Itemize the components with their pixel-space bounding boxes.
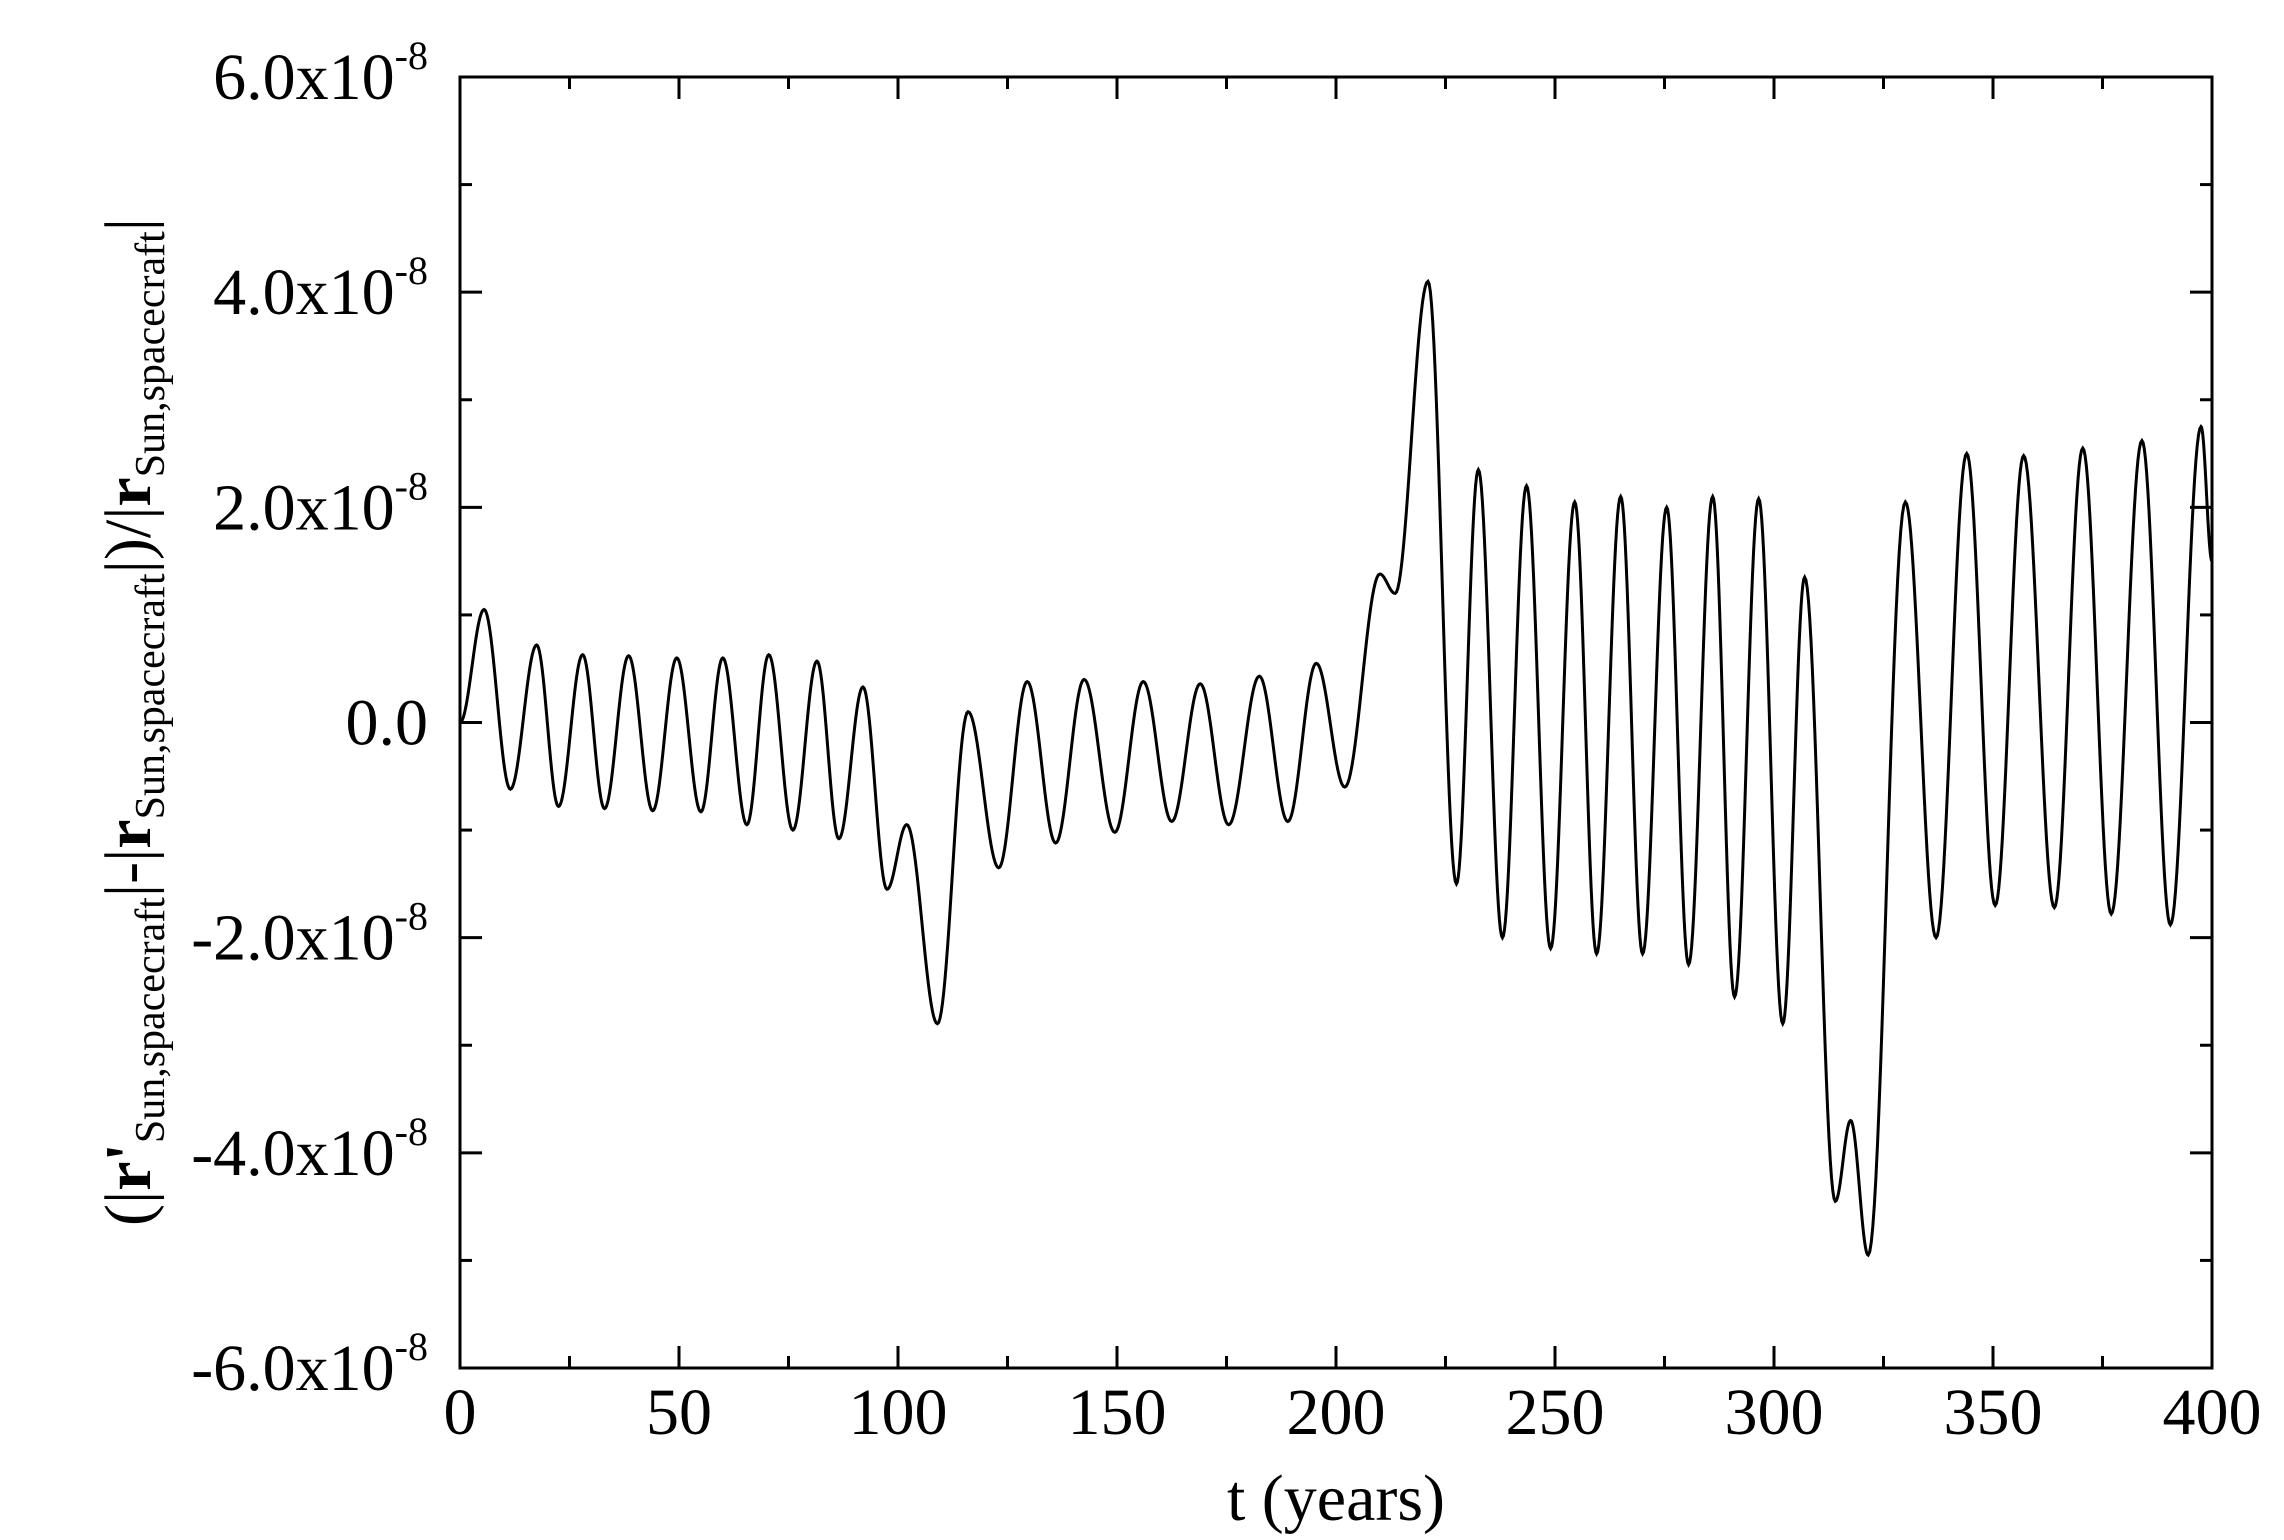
y-title-r-prime: r'	[92, 1143, 165, 1191]
x-tick-label: 300	[1725, 1376, 1824, 1449]
x-tick-label: 350	[1944, 1376, 2043, 1449]
y-title-r: r	[92, 819, 165, 848]
y-title-open: (|	[92, 1191, 165, 1226]
y-title-end: |	[92, 218, 165, 231]
y-axis-tick-labels: 6.0x10-8 4.0x10-8 2.0x10-8 0.0 -2.0x10-8 -4.0…	[191, 33, 428, 1405]
y-tick-label: -6.0x10-8	[191, 1324, 428, 1405]
y-tick-label: -4.0x10-8	[191, 1109, 428, 1190]
x-tick-label: 250	[1506, 1376, 1605, 1449]
x-tick-label: 200	[1287, 1376, 1386, 1449]
series-line	[459, 278, 2214, 1258]
y-tick-label: 0.0	[346, 687, 429, 760]
y-tick-label: 6.0x10-8	[213, 33, 428, 114]
y-tick-label: -2.0x10-8	[191, 894, 428, 975]
x-axis-ticks	[458, 77, 2214, 1368]
x-tick-label: 400	[2163, 1376, 2262, 1449]
x-tick-label: 50	[646, 1376, 712, 1449]
y-tick-label: 4.0x10-8	[213, 248, 428, 329]
y-tick-label: 2.0x10-8	[213, 463, 428, 544]
y-title-r2: r	[92, 477, 165, 506]
y-axis-title: (|r'Sun,spacecraft|-|rSun,spacecraft|)/|…	[92, 218, 174, 1226]
x-tick-label: 150	[1068, 1376, 1167, 1449]
x-tick-label: 100	[849, 1376, 948, 1449]
y-title-close: |)/|	[92, 507, 165, 574]
y-title-sub2: Sun,spacecraft	[128, 573, 174, 819]
x-axis-title: t (years)	[1227, 1462, 1445, 1535]
y-title-sub3: Sun,spacecraft	[128, 231, 174, 477]
x-axis-tick-labels: 0 50 100 150 200 250 300 350 400	[444, 1376, 2262, 1449]
x-tick-label: 0	[444, 1376, 477, 1449]
y-title-sub1: Sun,spacecraft	[128, 897, 174, 1143]
y-title-minus: |-|	[92, 849, 165, 897]
